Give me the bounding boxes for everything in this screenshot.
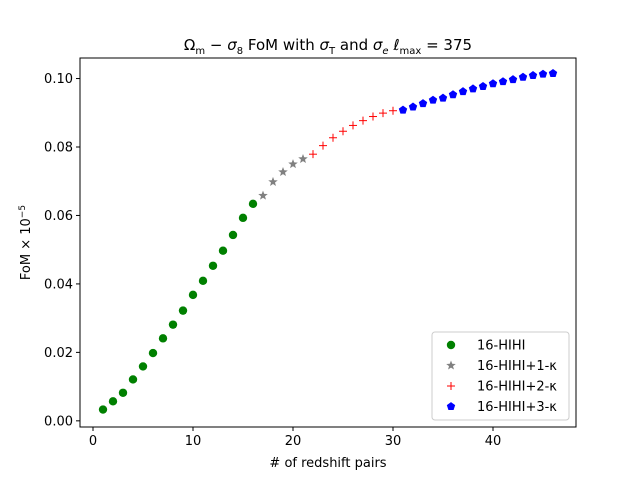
data-point	[468, 84, 478, 93]
data-point	[138, 362, 148, 371]
legend-marker	[446, 402, 456, 411]
data-point	[379, 109, 387, 118]
data-point	[128, 375, 138, 384]
data-point	[298, 153, 308, 164]
data-point	[408, 102, 418, 111]
x-tick-label: 0	[89, 434, 97, 449]
y-tick-label: 0.06	[44, 209, 73, 224]
legend-label: 16-HIHI+3-κ	[477, 400, 557, 415]
x-tick-label: 40	[485, 434, 502, 449]
data-point	[258, 190, 268, 200]
data-point	[178, 306, 188, 315]
plot-area-frame	[79, 57, 577, 428]
data-point	[508, 75, 518, 84]
legend-marker	[446, 340, 456, 350]
data-point	[478, 82, 488, 90]
data-point	[389, 106, 397, 115]
y-axis-ticks: 0.00 0.02 0.04 0.06 0.08 0.10	[44, 72, 80, 429]
x-tick-label: 10	[185, 434, 202, 449]
data-point	[228, 230, 238, 240]
x-tick-label: 30	[385, 434, 402, 449]
y-tick-label: 0.08	[44, 140, 73, 155]
y-tick-label: 0.00	[44, 414, 73, 429]
legend: 16-HIHI 16-HIHI+1-κ 16-HIHI+2-κ 16-HIHI+3-κ	[431, 331, 570, 421]
data-point	[198, 276, 208, 286]
data-point	[448, 90, 458, 99]
legend-label: 16-HIHI+1-κ	[477, 359, 557, 374]
data-point	[118, 388, 128, 397]
data-point	[168, 320, 178, 329]
data-point	[458, 87, 468, 96]
data-point	[188, 290, 198, 300]
data-point	[528, 71, 538, 80]
legend-marker	[447, 382, 455, 390]
data-point	[359, 116, 367, 125]
data-point	[329, 133, 337, 142]
data-point	[319, 141, 327, 150]
data-point	[349, 121, 357, 130]
data-point	[438, 93, 448, 102]
data-point	[398, 105, 408, 114]
legend-marker	[446, 360, 456, 370]
data-point	[278, 166, 288, 177]
data-point	[248, 199, 258, 209]
data-point	[518, 72, 528, 81]
data-point	[369, 112, 377, 121]
y-tick-label: 0.04	[44, 277, 73, 292]
data-point	[548, 69, 558, 77]
data-point	[218, 246, 228, 255]
data-point	[208, 261, 218, 270]
legend-items: 16-HIHI 16-HIHI+1-κ 16-HIHI+2-κ 16-HIHI+3-κ	[446, 339, 557, 415]
legend-label: 16-HIHI+2-κ	[477, 380, 557, 395]
legend-box	[431, 331, 570, 421]
x-axis-ticks: 0 10 20 30 40	[89, 427, 501, 449]
data-point	[538, 69, 548, 78]
data-point	[148, 348, 158, 358]
y-tick-label: 0.10	[44, 72, 73, 87]
chart-title: Ωm − σ8 FoM with σT and σe ℓmax = 375	[184, 36, 472, 57]
data-point	[158, 334, 168, 343]
data-point	[339, 127, 347, 136]
data-markers	[98, 69, 558, 414]
data-point	[488, 79, 498, 88]
data-point	[98, 405, 108, 414]
data-point	[108, 397, 118, 406]
x-axis-label: # of redshift pairs	[269, 456, 386, 471]
data-point	[288, 159, 298, 169]
data-point	[268, 176, 278, 186]
data-point	[498, 77, 508, 86]
data-point	[428, 95, 438, 104]
y-axis-label: FoM × 10−5	[18, 205, 34, 280]
data-point	[418, 99, 428, 108]
data-point	[309, 150, 317, 159]
x-tick-label: 20	[285, 434, 302, 449]
data-point	[238, 213, 248, 223]
y-tick-label: 0.02	[44, 346, 73, 361]
legend-label: 16-HIHI	[477, 339, 525, 354]
